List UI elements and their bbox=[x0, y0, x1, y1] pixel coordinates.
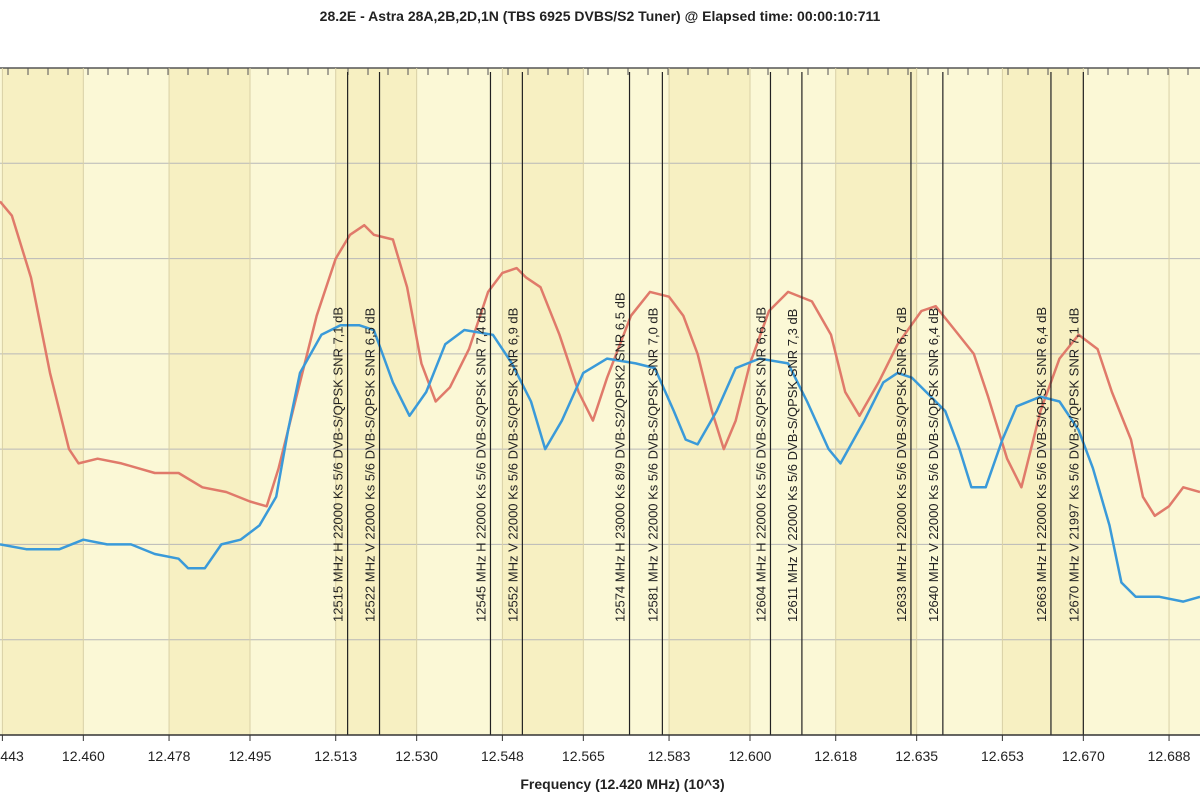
x-tick-label: 12.653 bbox=[981, 748, 1024, 764]
x-tick-label: 12.530 bbox=[395, 748, 438, 764]
marker-label: 12545 MHz H 22000 Ks 5/6 DVB-S/QPSK SNR … bbox=[474, 307, 489, 622]
marker-label: 12611 MHz V 22000 Ks 5/6 DVB-S/QPSK SNR … bbox=[785, 309, 800, 622]
x-tick-label: 12.583 bbox=[648, 748, 691, 764]
x-axis: 12.443 12.460 12.478 12.495 12.513 12.530 12.5… bbox=[0, 734, 1200, 764]
marker-label: 12640 MHz V 22000 Ks 5/6 DVB-S/QPSK SNR … bbox=[926, 308, 941, 622]
series-line bbox=[0, 324, 1200, 603]
marker-label: 12574 MHz H 23000 Ks 8/9 DVB-S2/QPSK2 SN… bbox=[613, 292, 628, 622]
x-tick-label: 12.688 bbox=[1148, 748, 1191, 764]
grid-lines bbox=[0, 67, 1200, 735]
marker-label: 12515 MHz H 22000 Ks 5/6 DVB-S/QPSK SNR … bbox=[331, 307, 346, 622]
transponder-markers: 12515 MHz H 22000 Ks 5/6 DVB-S/QPSK SNR … bbox=[331, 72, 1084, 735]
marker-label: 12670 MHz V 21997 Ks 5/6 DVB-S/QPSK SNR … bbox=[1066, 308, 1081, 622]
x-tick-label: 12.478 bbox=[148, 748, 191, 764]
x-tick-label: 12.565 bbox=[562, 748, 605, 764]
series-line bbox=[0, 200, 1200, 518]
marker-label: 12604 MHz H 22000 Ks 5/6 DVB-S/QPSK SNR … bbox=[754, 307, 769, 622]
marker-label: 12663 MHz H 22000 Ks 5/6 DVB-S/QPSK SNR … bbox=[1034, 307, 1049, 622]
x-tick-label: 12.618 bbox=[814, 748, 857, 764]
background-band bbox=[169, 68, 250, 735]
marker-label: 12581 MHz V 22000 Ks 5/6 DVB-S/QPSK SNR … bbox=[645, 308, 660, 622]
chart-title: 28.2E - Astra 28A,2B,2D,1N (TBS 6925 DVB… bbox=[319, 8, 881, 24]
marker-label: 12522 MHz V 22000 Ks 5/6 DVB-S/QPSK SNR … bbox=[363, 308, 378, 622]
series-layer bbox=[0, 200, 1200, 603]
x-tick-label: 12.600 bbox=[729, 748, 772, 764]
x-axis-label: Frequency (12.420 MHz) (10^3) bbox=[520, 776, 725, 792]
x-tick-label: 12.495 bbox=[229, 748, 272, 764]
x-tick-label: 12.635 bbox=[895, 748, 938, 764]
x-tick-label: 12.513 bbox=[314, 748, 357, 764]
background-band bbox=[2, 68, 84, 735]
marker-label: 12552 MHz V 22000 Ks 5/6 DVB-S/QPSK SNR … bbox=[505, 308, 520, 622]
x-tick-label: 12.548 bbox=[481, 748, 524, 764]
background-band bbox=[835, 68, 917, 735]
x-tick-label: 12.443 bbox=[0, 748, 24, 764]
x-tick-label: 12.460 bbox=[62, 748, 105, 764]
x-tick-label: 12.670 bbox=[1062, 748, 1105, 764]
marker-label: 12633 MHz H 22000 Ks 5/6 DVB-S/QPSK SNR … bbox=[894, 307, 909, 622]
